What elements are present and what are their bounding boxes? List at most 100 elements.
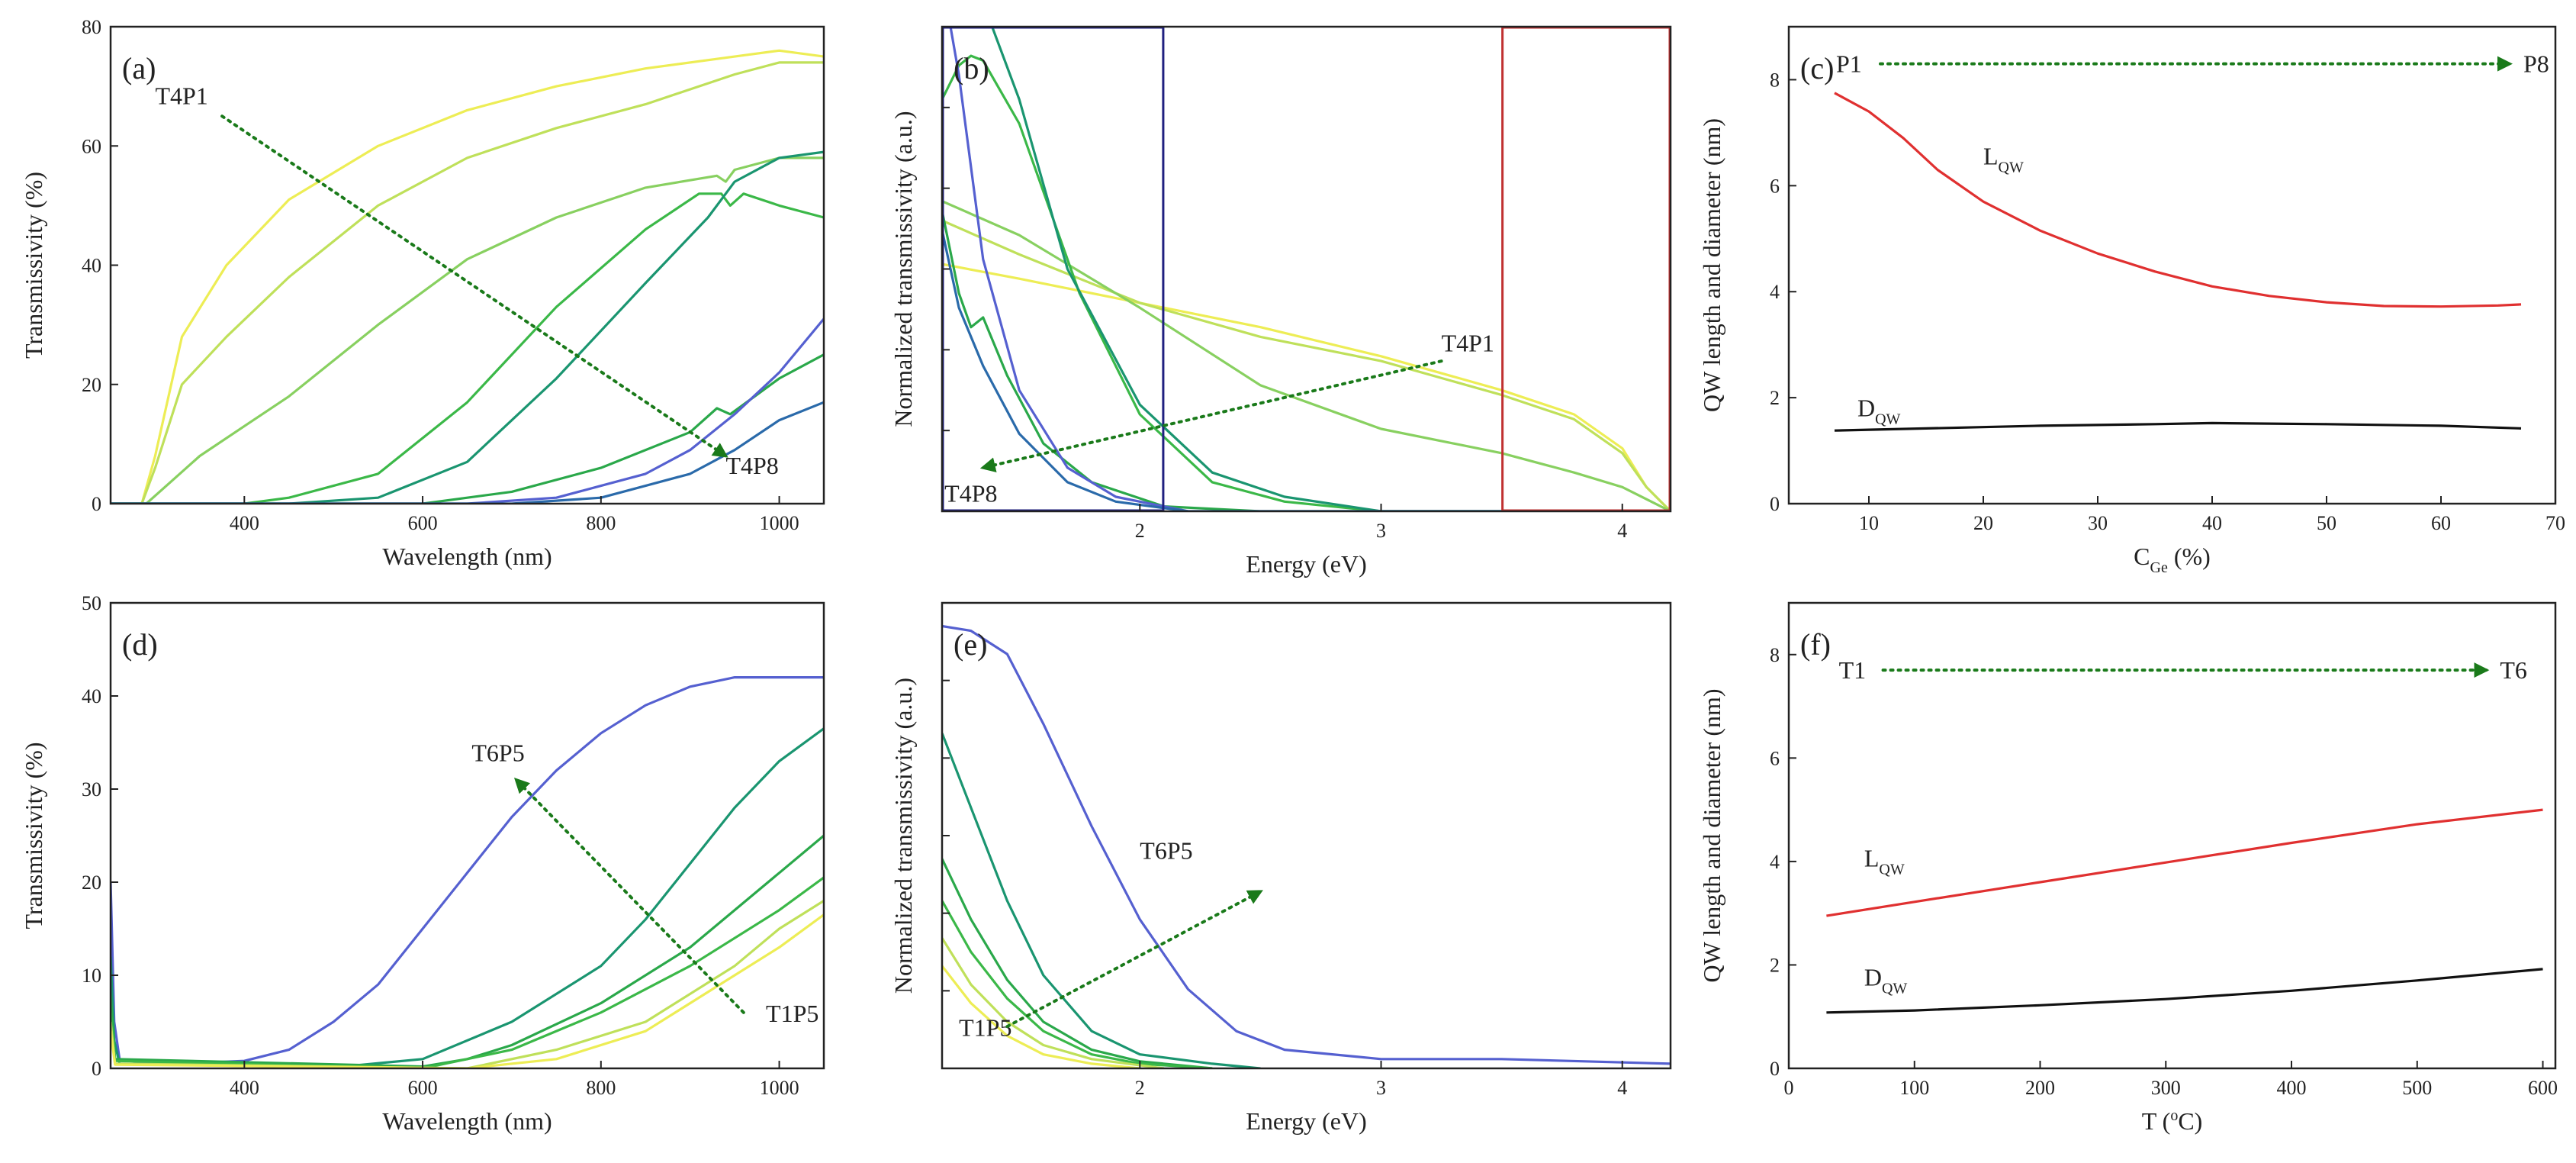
y-axis-title: Normalized transmissivity (a.u.): [889, 111, 917, 427]
series-line-t4p1: [111, 49, 824, 504]
series-line-t4p5: [111, 834, 824, 1068]
series-line-t4p6: [942, 210, 1671, 511]
x-axis-title-main: T (: [2142, 1107, 2171, 1135]
y-tick-label: 8: [1770, 69, 1780, 91]
y-tick-label: 0: [92, 493, 101, 515]
series-group: [1826, 808, 2543, 1014]
series-line-d-qw: [1834, 421, 2522, 432]
annotation-t1p5: T1P5: [766, 1000, 818, 1027]
series-line-t1p5: [942, 965, 1140, 1068]
x-tick-label: 600: [2528, 1077, 2558, 1099]
trend-arrow: [220, 114, 728, 458]
panel-d: 400 600 800 1000 0 10 20 30 40 50 Wavelength (nm) T…: [20, 592, 825, 1135]
curve-label-d: DQW: [1864, 964, 1908, 997]
y-tick-label: 30: [82, 778, 101, 801]
panel-c: 10 20 30 40 50 60 70 0 2 4 6 8 CGe (%) QW length and …: [1698, 25, 2565, 576]
y-tick-label: 10: [82, 965, 101, 987]
curve-label-main: D: [1857, 394, 1875, 421]
series-line-d-qw: [1826, 968, 2543, 1014]
panel-label: (f): [1800, 627, 1831, 662]
x-tick-label: 400: [2277, 1077, 2307, 1099]
annotation-t4p1: T4P1: [1442, 329, 1494, 356]
x-tick-label: 400: [230, 512, 259, 534]
curve-label-main: L: [1983, 143, 1999, 170]
y-tick-label: 50: [82, 592, 101, 614]
curve-label-sub: QW: [1879, 862, 1904, 878]
x-tick-label: 2: [1135, 1077, 1145, 1099]
y-axis-title: Normalized transmissivity (a.u.): [889, 678, 917, 994]
x-tick-label: 600: [408, 512, 438, 534]
y-tick-label: 20: [82, 374, 101, 396]
x-tick-label: 500: [2402, 1077, 2432, 1099]
y-tick-label: 4: [1770, 851, 1780, 873]
annotation-t6p5: T6P5: [471, 739, 524, 766]
panel-label: (e): [954, 627, 987, 662]
plot-frame: [1787, 601, 2557, 1070]
x-tick-label: 10: [1859, 512, 1879, 534]
y-tick-label: 0: [1770, 493, 1780, 515]
x-axis-title-main: C: [2134, 543, 2150, 570]
trend-arrow: [513, 777, 745, 1014]
y-tick-label: 6: [1770, 175, 1780, 197]
annotation-t4p1: T4P1: [155, 82, 207, 110]
x-tick-label: 40: [2202, 512, 2222, 534]
x-axis-title: Energy (eV): [1246, 1107, 1366, 1135]
panel-f: 0 100 200 300 400 500 600 0 2 4 6 8 T (oC) QW length …: [1698, 601, 2558, 1135]
curve-label-sub: QW: [1882, 981, 1907, 997]
x-tick-label: 70: [2545, 512, 2565, 534]
panel-e: 2 3 4 Energy (eV) Normalized transmissivity …: [889, 601, 1672, 1135]
y-tick-label: 8: [1770, 644, 1780, 666]
x-tick-label: 100: [1899, 1077, 1929, 1099]
x-tick-label: 3: [1376, 520, 1386, 542]
x-axis-title-sub: Ge: [2150, 559, 2168, 576]
panel-label: (a): [122, 51, 156, 85]
x-tick-label: 800: [586, 512, 616, 534]
y-tick-label: 40: [82, 685, 101, 707]
panel-b: 2 3 4 Energy (eV) Normalized transmissivity …: [889, 25, 1672, 578]
series-line-t2p5: [942, 937, 1165, 1068]
series-line-t4p2: [111, 61, 824, 504]
y-tick-label: 80: [82, 16, 101, 38]
curve-label-d: DQW: [1857, 394, 1901, 427]
x-tick-label: 30: [2088, 512, 2108, 534]
x-tick-label: 600: [408, 1077, 438, 1099]
x-axis-title: T (oC): [2142, 1107, 2203, 1135]
y-tick-label: 40: [82, 255, 101, 277]
series-group: [1834, 92, 2522, 432]
panel-label: (b): [954, 51, 989, 85]
x-tick-label: 60: [2431, 512, 2451, 534]
y-axis-title: QW length and diameter (nm): [1698, 688, 1725, 982]
y-axis-title: Transmissivity (%): [20, 742, 47, 929]
annotation-t4p8: T4P8: [725, 452, 778, 479]
x-axis-title: Wavelength (nm): [382, 1107, 552, 1135]
y-axis-title: Transmissivity (%): [20, 172, 47, 359]
x-axis-title-tail: (%): [2168, 543, 2211, 570]
panel-label: (c): [1800, 51, 1834, 85]
x-axis-title-tail: C): [2178, 1107, 2202, 1135]
x-tick-label: 2: [1135, 520, 1145, 542]
series-line-t5p5: [942, 733, 1261, 1068]
x-tick-label: 4: [1617, 1077, 1627, 1099]
series-line-t4p3: [942, 200, 1671, 511]
plot-frame: [1787, 25, 2557, 505]
y-axis-title: QW length and diameter (nm): [1698, 118, 1725, 412]
y-tick-label: 4: [1770, 281, 1780, 303]
series-line-t4p8: [942, 230, 1671, 511]
series-line-l-qw: [1834, 92, 2522, 308]
x-axis-title: Wavelength (nm): [382, 543, 552, 570]
series-line-t4p2: [942, 219, 1671, 511]
x-tick-label: 20: [1973, 512, 1993, 534]
series-line-l-qw: [1826, 808, 2543, 917]
annotation-t1p5: T1P5: [959, 1013, 1011, 1041]
x-tick-label: 400: [230, 1077, 259, 1099]
series-line-t3p5: [111, 876, 824, 1068]
x-tick-label: 4: [1617, 520, 1627, 542]
x-tick-label: 200: [2025, 1077, 2055, 1099]
y-tick-label: 2: [1770, 387, 1780, 409]
plot-frame: [109, 601, 825, 1070]
x-tick-label: 50: [2317, 512, 2336, 534]
arrow-start-label: P1: [1836, 50, 1862, 78]
annotation-t4p8: T4P8: [944, 479, 997, 507]
